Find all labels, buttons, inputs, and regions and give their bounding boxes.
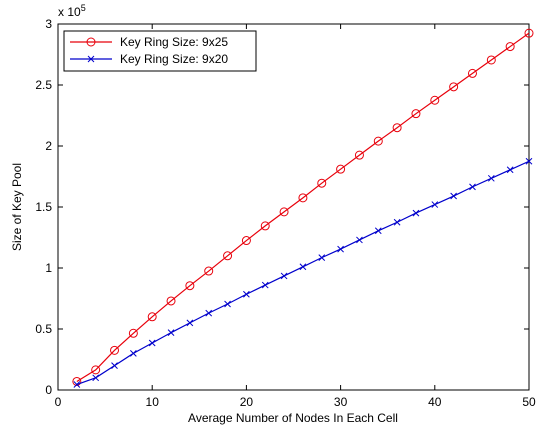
- legend-box: [63, 30, 257, 72]
- x-axis: 0 10 20 30 40 50: [55, 24, 536, 409]
- y-exponent-label: x 105: [58, 3, 86, 19]
- series-line-1: [76, 32, 530, 382]
- data-point: [525, 157, 533, 165]
- y-tick-label: 2.5: [35, 78, 52, 92]
- data-point: [73, 381, 81, 388]
- x-tick-label: 20: [240, 395, 254, 409]
- data-point: [130, 350, 137, 357]
- x-tick-label: 0: [55, 395, 62, 409]
- data-point: [317, 178, 327, 188]
- legend: Key Ring Size: 9x25 Key Ring Size: 9x20: [63, 30, 257, 72]
- legend-entry-1: Key Ring Size: 9x25: [70, 35, 228, 49]
- data-point: [260, 221, 270, 231]
- data-point: [148, 339, 156, 347]
- data-point: [430, 95, 440, 105]
- data-point: [204, 266, 214, 276]
- data-point: [450, 192, 457, 200]
- data-point: [128, 328, 138, 338]
- data-point: [205, 309, 213, 317]
- series-layer: [72, 28, 534, 388]
- data-point: [186, 319, 194, 327]
- data-point: [279, 207, 289, 217]
- data-point: [166, 296, 176, 306]
- legend-marker: [86, 37, 96, 47]
- y-tick-label: 1: [45, 261, 52, 275]
- legend-label: Key Ring Size: 9x25: [120, 35, 228, 49]
- data-point: [337, 245, 344, 253]
- data-point: [243, 290, 250, 298]
- data-point: [72, 376, 82, 386]
- y-tick-label: 2: [45, 139, 52, 153]
- y-axis: 0 0.5 1 1.5 2 2.5 3: [35, 17, 529, 397]
- x-tick-label: 40: [428, 395, 442, 409]
- data-point: [241, 236, 251, 246]
- y-tick-label: 0: [45, 383, 52, 397]
- data-point: [505, 42, 515, 52]
- plot-area: [57, 23, 530, 391]
- data-point: [373, 136, 383, 146]
- data-point: [336, 164, 346, 174]
- data-point: [280, 272, 288, 280]
- legend-label: Key Ring Size: 9x20: [120, 52, 228, 66]
- data-point: [486, 55, 496, 65]
- legend-marker: [87, 55, 95, 63]
- data-point: [318, 254, 326, 261]
- data-point: [449, 82, 459, 92]
- y-tick-label: 1.5: [35, 200, 52, 214]
- data-point: [506, 166, 514, 174]
- y-tick-label: 3: [45, 17, 52, 31]
- data-point: [92, 374, 100, 382]
- data-point: [412, 209, 420, 217]
- y-axis-label: Size of Key Pool: [10, 163, 24, 251]
- data-point: [111, 362, 118, 369]
- x-tick-label: 30: [334, 395, 348, 409]
- data-point: [411, 109, 421, 119]
- data-point: [524, 28, 534, 38]
- data-point: [298, 193, 308, 203]
- data-point: [374, 227, 382, 235]
- data-point: [392, 123, 402, 133]
- data-point: [110, 345, 120, 355]
- data-point: [487, 174, 495, 182]
- data-point: [223, 251, 233, 261]
- x-axis-label: Average Number of Nodes In Each Cell: [188, 411, 398, 425]
- data-point: [467, 68, 477, 78]
- data-point: [261, 281, 269, 289]
- data-point: [185, 281, 195, 291]
- x-tick-label: 50: [522, 395, 536, 409]
- data-point: [224, 300, 231, 308]
- data-point: [147, 312, 157, 322]
- data-point: [393, 218, 401, 226]
- x-tick-label: 10: [146, 395, 160, 409]
- data-point: [299, 263, 307, 271]
- data-point: [356, 236, 363, 244]
- legend-entry-2: Key Ring Size: 9x20: [70, 52, 228, 66]
- data-point: [354, 150, 364, 160]
- y-tick-label: 0.5: [35, 322, 52, 336]
- data-point: [167, 329, 175, 337]
- data-point: [469, 183, 476, 191]
- data-point: [431, 201, 439, 208]
- data-point: [91, 365, 101, 375]
